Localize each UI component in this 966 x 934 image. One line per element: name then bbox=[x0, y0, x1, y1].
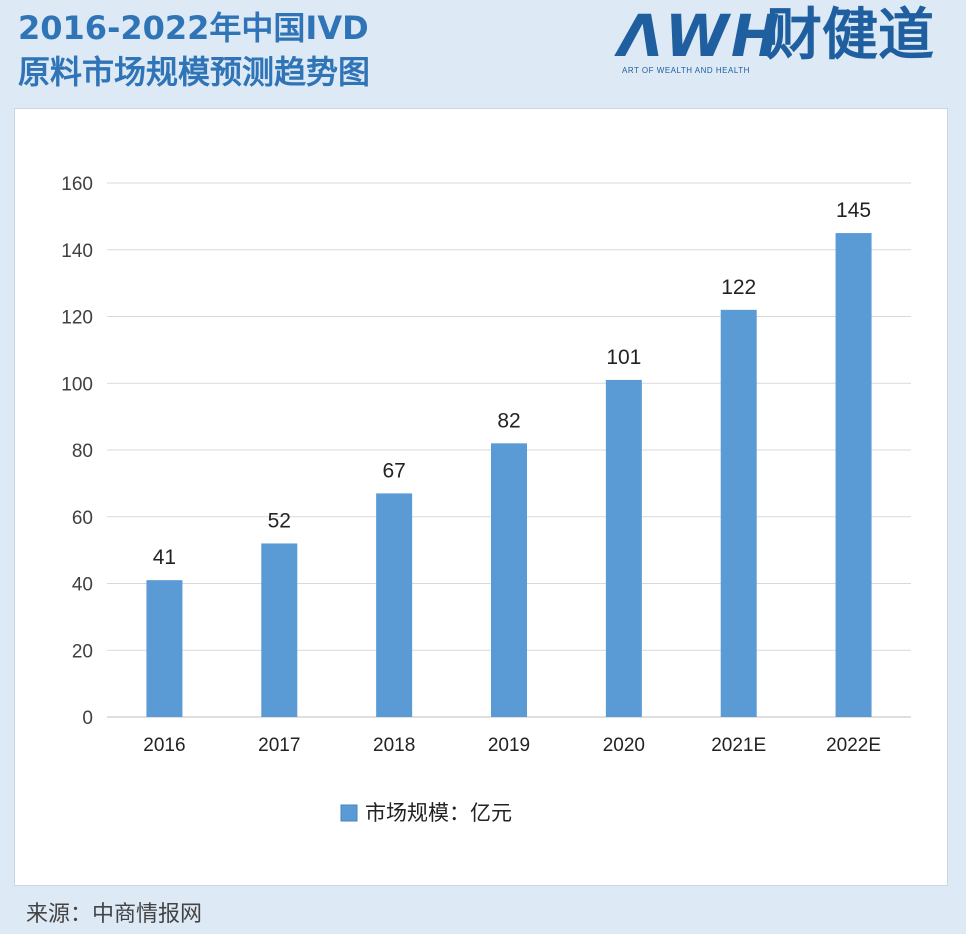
x-tick-label: 2022E bbox=[826, 735, 881, 756]
y-tick-label: 20 bbox=[72, 641, 93, 662]
legend-swatch bbox=[340, 804, 358, 822]
source-note: 来源：中商情报网 bbox=[26, 902, 203, 927]
brand-logo: ΛWH 财健道 ART OF WEALTH AND HEALTH bbox=[618, 4, 938, 80]
y-tick-label: 0 bbox=[82, 708, 93, 729]
x-tick-label: 2019 bbox=[488, 735, 530, 756]
x-tick-label: 2016 bbox=[143, 735, 185, 756]
bar bbox=[835, 233, 872, 717]
chart-title: 2016-2022年中国IVD 原料市场规模预测趋势图 bbox=[18, 6, 370, 94]
bar bbox=[261, 543, 298, 717]
x-tick-label: 2018 bbox=[373, 735, 415, 756]
y-tick-label: 140 bbox=[61, 241, 93, 262]
x-tick-label: 2017 bbox=[258, 735, 300, 756]
logo-mark: ΛWH bbox=[618, 2, 782, 70]
data-label: 145 bbox=[836, 199, 871, 222]
logo-subtitle: ART OF WEALTH AND HEALTH bbox=[622, 66, 750, 75]
y-tick-label: 100 bbox=[61, 374, 93, 395]
data-label: 41 bbox=[153, 546, 176, 569]
y-tick-label: 60 bbox=[72, 508, 93, 529]
title-line-2: 原料市场规模预测趋势图 bbox=[18, 53, 371, 91]
bar bbox=[605, 379, 642, 717]
y-tick-label: 120 bbox=[61, 308, 93, 329]
x-tick-label: 2020 bbox=[603, 735, 645, 756]
chart-panel: 0 20 40 60 80 100 120 140 160 41 2016 52 2017 67 2018 8… bbox=[14, 108, 948, 886]
legend-label: 市场规模：亿元 bbox=[365, 801, 512, 825]
y-tick-label: 40 bbox=[72, 575, 93, 596]
data-label: 122 bbox=[721, 276, 756, 299]
bar bbox=[146, 580, 183, 717]
y-tick-label: 80 bbox=[72, 441, 93, 462]
data-label: 82 bbox=[497, 409, 520, 432]
x-tick-label: 2021E bbox=[711, 735, 766, 756]
bar bbox=[491, 443, 527, 717]
data-label: 52 bbox=[268, 509, 291, 532]
data-label: 67 bbox=[382, 459, 405, 482]
bar bbox=[720, 309, 757, 717]
bar bbox=[376, 493, 413, 717]
bar-chart: 0 20 40 60 80 100 120 140 160 41 2016 52 2017 67 2018 8… bbox=[61, 174, 911, 825]
logo-chinese: 财健道 bbox=[766, 3, 934, 68]
y-tick-label: 160 bbox=[61, 174, 93, 195]
title-line-1: 2016-2022年中国IVD bbox=[18, 9, 369, 47]
data-label: 101 bbox=[606, 346, 641, 369]
